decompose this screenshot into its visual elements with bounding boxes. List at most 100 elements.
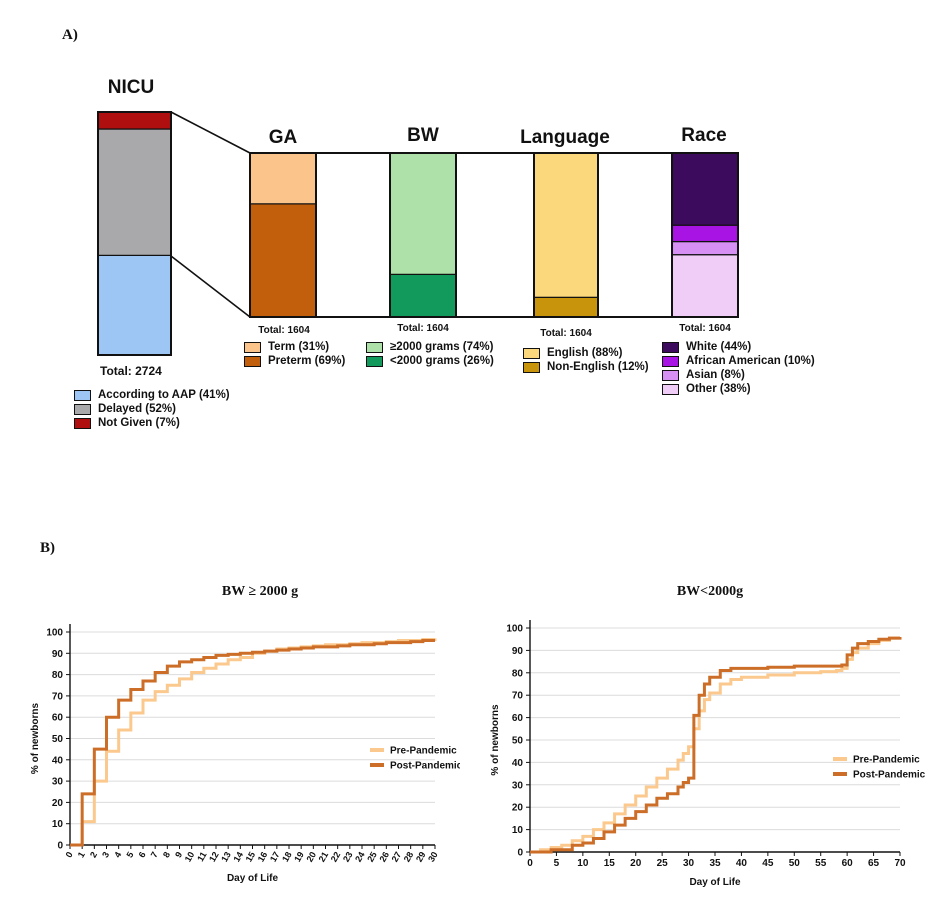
x-tick-label: 50 (789, 858, 801, 869)
y-tick-label: 90 (52, 649, 64, 660)
legend-bw: ≥2000 grams (74%) <2000 grams (26%) (366, 340, 494, 368)
bar-segment-language (533, 296, 599, 318)
legend-swatch (74, 417, 91, 429)
legend-swatch (244, 341, 261, 353)
legend-label: <2000 grams (26%) (390, 355, 494, 367)
legend-item: Not Given (7%) (74, 416, 230, 430)
x-tick-label: 29 (414, 850, 428, 864)
y-tick-label: 70 (52, 691, 64, 702)
x-tick-label: 45 (762, 858, 774, 869)
x-tick-label: 25 (657, 858, 669, 869)
bar-segment-ga (249, 203, 317, 318)
bar-segment-language (533, 152, 599, 298)
connector-line (170, 111, 251, 154)
total-nicu: Total: 2724 (100, 364, 162, 378)
legend-label: Post-Pandemic (853, 770, 926, 781)
legend-item: White (44%) (662, 340, 815, 354)
x-tick-label: 9 (173, 850, 184, 859)
bar-segment-race (671, 254, 739, 318)
legend-swatch (366, 355, 383, 367)
legend-label: According to AAP (41%) (98, 389, 230, 401)
y-tick-label: 0 (57, 841, 63, 852)
x-tick-label: 16 (256, 850, 270, 864)
series-line-pre-pandemic (70, 637, 437, 847)
y-tick-label: 90 (512, 646, 524, 657)
legend-item: African American (10%) (662, 354, 815, 368)
x-tick-label: 30 (426, 850, 440, 864)
bar-title-bw: BW (407, 125, 439, 146)
x-tick-label: 12 (207, 850, 221, 864)
bar-segment-ga (249, 152, 317, 205)
x-tick-label: 19 (292, 850, 306, 864)
legend-label: Pre-Pandemic (853, 755, 920, 766)
x-tick-label: 27 (390, 850, 404, 864)
y-tick-label: 70 (512, 691, 524, 702)
x-tick-label: 7 (149, 850, 160, 859)
bar-outline-race (671, 152, 739, 318)
y-tick-label: 60 (52, 713, 64, 724)
x-tick-label: 21 (317, 850, 331, 864)
y-tick-label: 10 (52, 819, 64, 830)
x-axis-label: Day of Life (689, 877, 741, 888)
bar-segment-race (671, 240, 739, 256)
legend-swatch (74, 403, 91, 415)
x-tick-label: 3 (100, 850, 111, 859)
panel-a-label: A) (62, 27, 78, 43)
legend-label: ≥2000 grams (74%) (390, 341, 494, 353)
series-line-post-pandemic (530, 636, 902, 854)
x-tick-label: 20 (304, 850, 318, 864)
legend-item: Preterm (69%) (244, 354, 345, 368)
x-tick-label: 23 (341, 850, 355, 864)
x-tick-label: 10 (183, 850, 197, 864)
panel-b-label: B) (40, 540, 55, 556)
y-tick-label: 40 (512, 758, 524, 769)
legend-label: White (44%) (686, 341, 752, 353)
legend-label: African American (10%) (686, 355, 815, 367)
legend-item: Term (31%) (244, 340, 345, 354)
legend-label: English (88%) (547, 347, 623, 359)
total-bw: Total: 1604 (397, 323, 449, 334)
legend-item: ≥2000 grams (74%) (366, 340, 494, 354)
x-tick-label: 55 (815, 858, 827, 869)
legend-label: Preterm (69%) (268, 355, 346, 367)
x-tick-label: 5 (554, 858, 560, 869)
y-tick-label: 30 (52, 777, 64, 788)
bar-title-race: Race (681, 125, 727, 146)
chart-title-bw-lt-2000: BW<2000g (676, 584, 744, 599)
legend-label: Non-English (12%) (547, 361, 649, 373)
y-tick-label: 100 (506, 624, 523, 635)
legend-label: Pre-Pandemic (390, 746, 457, 757)
legend-label: Post-Pandemic (390, 761, 460, 772)
x-tick-label: 0 (527, 858, 533, 869)
legend-swatch (662, 369, 679, 381)
legend-item: Delayed (52%) (74, 402, 230, 416)
legend-item: According to AAP (41%) (74, 388, 230, 402)
y-tick-label: 30 (512, 780, 524, 791)
bar-segment-bw (389, 152, 457, 275)
x-tick-label: 15 (244, 850, 258, 864)
x-tick-label: 20 (630, 858, 642, 869)
x-tick-label: 2 (88, 850, 99, 859)
bar-segment-race (671, 224, 739, 243)
legend-race: White (44%) African American (10%) Asian… (662, 340, 815, 396)
legend-ga: Term (31%) Preterm (69%) (244, 340, 345, 368)
y-tick-label: 60 (512, 713, 524, 724)
x-tick-label: 4 (112, 850, 123, 859)
panel-a-chart (97, 111, 739, 356)
legend-swatch (662, 383, 679, 395)
bar-title-nicu: NICU (107, 77, 155, 98)
y-tick-label: 40 (52, 755, 64, 766)
legend-nicu: According to AAP (41%) Delayed (52%) Not… (74, 388, 230, 430)
bar-outline-bw (389, 152, 457, 318)
legend-item: Other (38%) (662, 382, 815, 396)
x-tick-label: 10 (577, 858, 589, 869)
x-tick-label: 30 (683, 858, 695, 869)
y-tick-label: 50 (512, 736, 524, 747)
x-tick-label: 25 (365, 850, 379, 864)
bar-outline-nicu (97, 111, 172, 356)
x-axis-label: Day of Life (227, 873, 279, 884)
x-tick-label: 6 (137, 850, 148, 859)
km-chart-bw-lt-2000: 0 10 20 30 40 50 60 70 80 90 100 0 5 10 15 20 25 30 35 40 45… (490, 620, 926, 888)
x-tick-label: 24 (353, 850, 367, 864)
legend-item: English (88%) (523, 346, 649, 360)
